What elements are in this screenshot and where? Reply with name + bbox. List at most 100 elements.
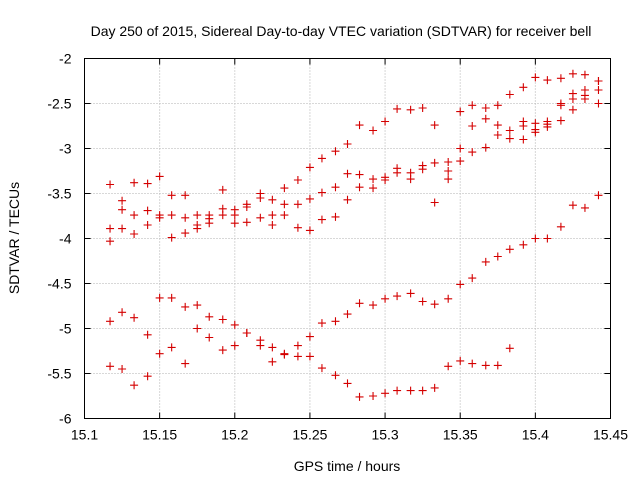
data-point xyxy=(355,121,364,130)
data-point xyxy=(418,297,427,306)
data-point xyxy=(143,206,152,215)
data-point xyxy=(580,70,589,79)
data-point xyxy=(505,344,514,353)
y-tick-labels: -2 -2.5 -3 -3.5 -4 -4.5 -5 -5.5 -6 xyxy=(47,51,71,427)
data-point xyxy=(118,365,127,373)
data-point xyxy=(280,184,289,193)
data-point xyxy=(268,343,277,352)
data-point xyxy=(481,143,490,152)
data-point xyxy=(305,163,314,172)
data-point xyxy=(519,240,528,249)
data-point xyxy=(493,131,502,139)
data-point xyxy=(280,200,289,209)
data-point xyxy=(430,121,439,130)
y-tick-label: -5.5 xyxy=(47,366,71,382)
data-point xyxy=(444,175,453,184)
data-point xyxy=(505,245,514,254)
data-point xyxy=(456,144,465,153)
data-point xyxy=(181,229,190,238)
data-point xyxy=(444,158,453,166)
data-point xyxy=(242,203,251,211)
data-point xyxy=(493,121,502,130)
data-point xyxy=(468,122,477,130)
data-point xyxy=(305,352,314,361)
data-point xyxy=(594,99,603,108)
data-point xyxy=(556,116,565,125)
y-tick-label: -3.5 xyxy=(47,186,71,202)
data-point xyxy=(280,349,289,358)
data-point xyxy=(556,74,565,83)
data-point xyxy=(317,364,326,373)
data-point xyxy=(481,361,490,370)
data-point xyxy=(355,183,364,192)
data-point xyxy=(481,114,490,123)
y-tick-label: -2 xyxy=(59,51,72,67)
data-point xyxy=(268,221,277,229)
data-point xyxy=(568,95,577,103)
data-point xyxy=(155,213,164,222)
data-point xyxy=(355,299,364,308)
data-point xyxy=(293,176,302,184)
data-point xyxy=(393,168,402,177)
x-tick-labels: 15.1 15.15 15.2 15.25 15.3 15.35 15.4 15.45 xyxy=(71,427,628,443)
data-point xyxy=(193,301,202,310)
data-point xyxy=(218,315,227,324)
data-point xyxy=(594,77,603,85)
data-point xyxy=(519,122,528,130)
data-point xyxy=(444,362,453,371)
data-point xyxy=(343,379,352,388)
data-point xyxy=(331,317,340,326)
data-point xyxy=(155,172,164,181)
data-point xyxy=(406,175,415,184)
data-point xyxy=(143,330,152,339)
data-point xyxy=(143,221,152,229)
data-point xyxy=(444,167,453,175)
data-point xyxy=(456,107,465,116)
x-tick-label: 15.2 xyxy=(221,427,248,443)
data-point xyxy=(317,215,326,224)
data-point xyxy=(381,389,390,398)
data-point xyxy=(268,357,277,366)
x-tick-label: 15.1 xyxy=(71,427,98,443)
data-point xyxy=(317,188,326,197)
data-point xyxy=(556,222,565,231)
data-point xyxy=(130,313,139,322)
data-point xyxy=(381,176,390,184)
data-point xyxy=(531,234,540,243)
data-point xyxy=(256,341,265,350)
data-point xyxy=(230,341,239,350)
data-point xyxy=(317,154,326,163)
data-point xyxy=(531,128,540,137)
data-point xyxy=(580,203,589,212)
data-point xyxy=(381,294,390,303)
data-point xyxy=(369,301,378,310)
data-point xyxy=(505,90,514,99)
data-point xyxy=(393,292,402,301)
data-point xyxy=(193,224,202,233)
data-point xyxy=(118,205,127,214)
data-point xyxy=(293,200,302,209)
data-point xyxy=(430,158,439,167)
x-tick-label: 15.4 xyxy=(522,427,549,443)
data-point xyxy=(481,257,490,266)
data-point xyxy=(568,201,577,210)
data-point xyxy=(468,148,477,157)
data-point xyxy=(167,211,176,220)
data-point xyxy=(218,185,227,194)
data-point xyxy=(481,104,490,112)
data-point xyxy=(181,302,190,311)
data-point xyxy=(118,224,127,233)
data-point xyxy=(106,224,115,233)
data-point xyxy=(369,392,378,400)
y-tick-label: -4 xyxy=(59,231,72,247)
data-point xyxy=(418,386,427,395)
data-point xyxy=(343,169,352,178)
data-point xyxy=(418,104,427,112)
data-point xyxy=(155,293,164,302)
data-point xyxy=(468,274,477,283)
data-point xyxy=(181,191,190,200)
data-point xyxy=(493,252,502,261)
x-tick-label: 15.3 xyxy=(371,427,398,443)
y-tick-label: -5 xyxy=(59,321,72,337)
